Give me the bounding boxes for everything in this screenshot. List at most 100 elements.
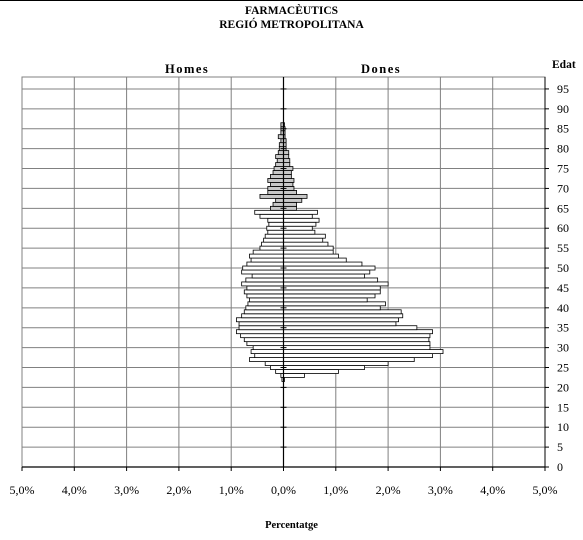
bar-dones — [283, 170, 292, 175]
bar-dones — [283, 201, 297, 207]
bar-homes — [252, 249, 284, 255]
bar-dones — [283, 357, 415, 362]
bar-homes — [249, 357, 284, 362]
bar-homes — [243, 289, 284, 295]
bar-dones — [283, 285, 381, 291]
bar-homes — [240, 333, 284, 339]
bar-homes — [275, 154, 284, 159]
bar-homes — [270, 174, 284, 179]
bar-dones — [283, 182, 294, 187]
bar-homes — [238, 325, 284, 331]
bar-homes — [264, 361, 284, 366]
x-tick-label: 0,0% — [271, 483, 296, 497]
bar-dones — [283, 193, 308, 199]
bar-homes — [263, 237, 284, 243]
bar-dones — [283, 229, 316, 235]
bar-dones — [283, 309, 402, 315]
bar-dones — [283, 209, 318, 215]
bar-dones — [283, 245, 334, 251]
bar-dones — [283, 217, 320, 223]
bar-dones — [283, 273, 365, 279]
bar-dones — [283, 289, 381, 295]
bar-homes — [243, 309, 284, 315]
bar-dones — [283, 301, 386, 307]
y-tick-label: 45 — [557, 281, 569, 295]
y-tick-label: 85 — [557, 122, 569, 136]
bar-homes — [267, 217, 284, 223]
bar-dones — [283, 341, 431, 347]
bar-homes — [261, 241, 284, 247]
x-tick-label: 2,0% — [166, 483, 191, 497]
bar-dones — [283, 305, 381, 311]
x-tick-label: 2,0% — [376, 483, 401, 497]
top-border — [0, 0, 583, 1]
bar-homes — [241, 269, 284, 275]
bar-homes — [241, 313, 284, 319]
bar-dones — [283, 249, 334, 255]
y-tick-label: 35 — [557, 321, 569, 335]
bar-dones — [283, 261, 363, 267]
bar-dones — [283, 297, 368, 303]
bar-dones — [283, 158, 291, 163]
y-tick-label: 15 — [557, 400, 569, 414]
bar-dones — [283, 281, 389, 287]
bar-dones — [283, 225, 313, 231]
bar-homes — [250, 257, 284, 263]
bar-homes — [278, 142, 284, 148]
group-label-homes: Homes — [165, 62, 210, 76]
bar-homes — [277, 134, 284, 140]
chart-title: FARMACÈUTICS — [244, 5, 339, 17]
bar-homes — [264, 233, 284, 239]
bar-dones — [283, 221, 317, 227]
bar-dones — [283, 265, 376, 271]
bar-homes — [252, 345, 284, 351]
bar-homes — [242, 265, 284, 271]
bar-homes — [267, 178, 284, 183]
bar-homes — [270, 182, 284, 187]
bar-dones — [283, 174, 292, 179]
y-tick-label: 25 — [557, 361, 569, 375]
bar-dones — [283, 269, 371, 275]
bar-dones — [283, 197, 303, 203]
bar-homes — [251, 273, 284, 279]
bar-dones — [283, 329, 433, 335]
bar-dones — [283, 345, 431, 351]
y-tick-label: 0 — [557, 460, 563, 474]
bar-dones — [283, 293, 376, 299]
bar-dones — [283, 154, 290, 159]
y-tick-label: 65 — [557, 201, 569, 215]
bar-homes — [236, 317, 284, 323]
bar-homes — [267, 229, 284, 235]
y-tick-label: 70 — [557, 181, 569, 195]
bar-dones — [283, 277, 379, 283]
bar-dones — [283, 253, 339, 259]
x-tick-label: 1,0% — [323, 483, 348, 497]
bar-homes — [246, 285, 284, 291]
y-tick-label: 30 — [557, 341, 569, 355]
x-axis-label: Percentatge — [265, 520, 318, 531]
bar-dones — [283, 257, 347, 263]
bar-homes — [245, 305, 284, 311]
bar-homes — [259, 245, 284, 251]
y-tick-label: 10 — [557, 420, 569, 434]
bar-homes — [259, 213, 284, 219]
bar-dones — [283, 321, 397, 327]
bar-dones — [283, 337, 430, 343]
bar-dones — [283, 178, 295, 183]
bar-homes — [268, 221, 284, 227]
chart-subtitle: REGIÓ METROPOLITANA — [219, 19, 364, 31]
y-tick-label: 75 — [557, 162, 569, 176]
y-tick-label: 90 — [557, 102, 569, 116]
bar-homes — [247, 301, 284, 307]
bar-homes — [246, 341, 284, 347]
bar-homes — [275, 162, 284, 167]
bar-homes — [241, 281, 284, 287]
bar-dones — [283, 190, 297, 195]
bar-dones — [283, 233, 326, 239]
bar-homes — [275, 197, 284, 203]
bar-homes — [243, 337, 284, 343]
bar-dones — [283, 365, 365, 370]
x-tick-label: 5,0% — [533, 483, 558, 497]
bar-dones — [283, 373, 305, 378]
y-tick-label: 40 — [557, 301, 569, 315]
